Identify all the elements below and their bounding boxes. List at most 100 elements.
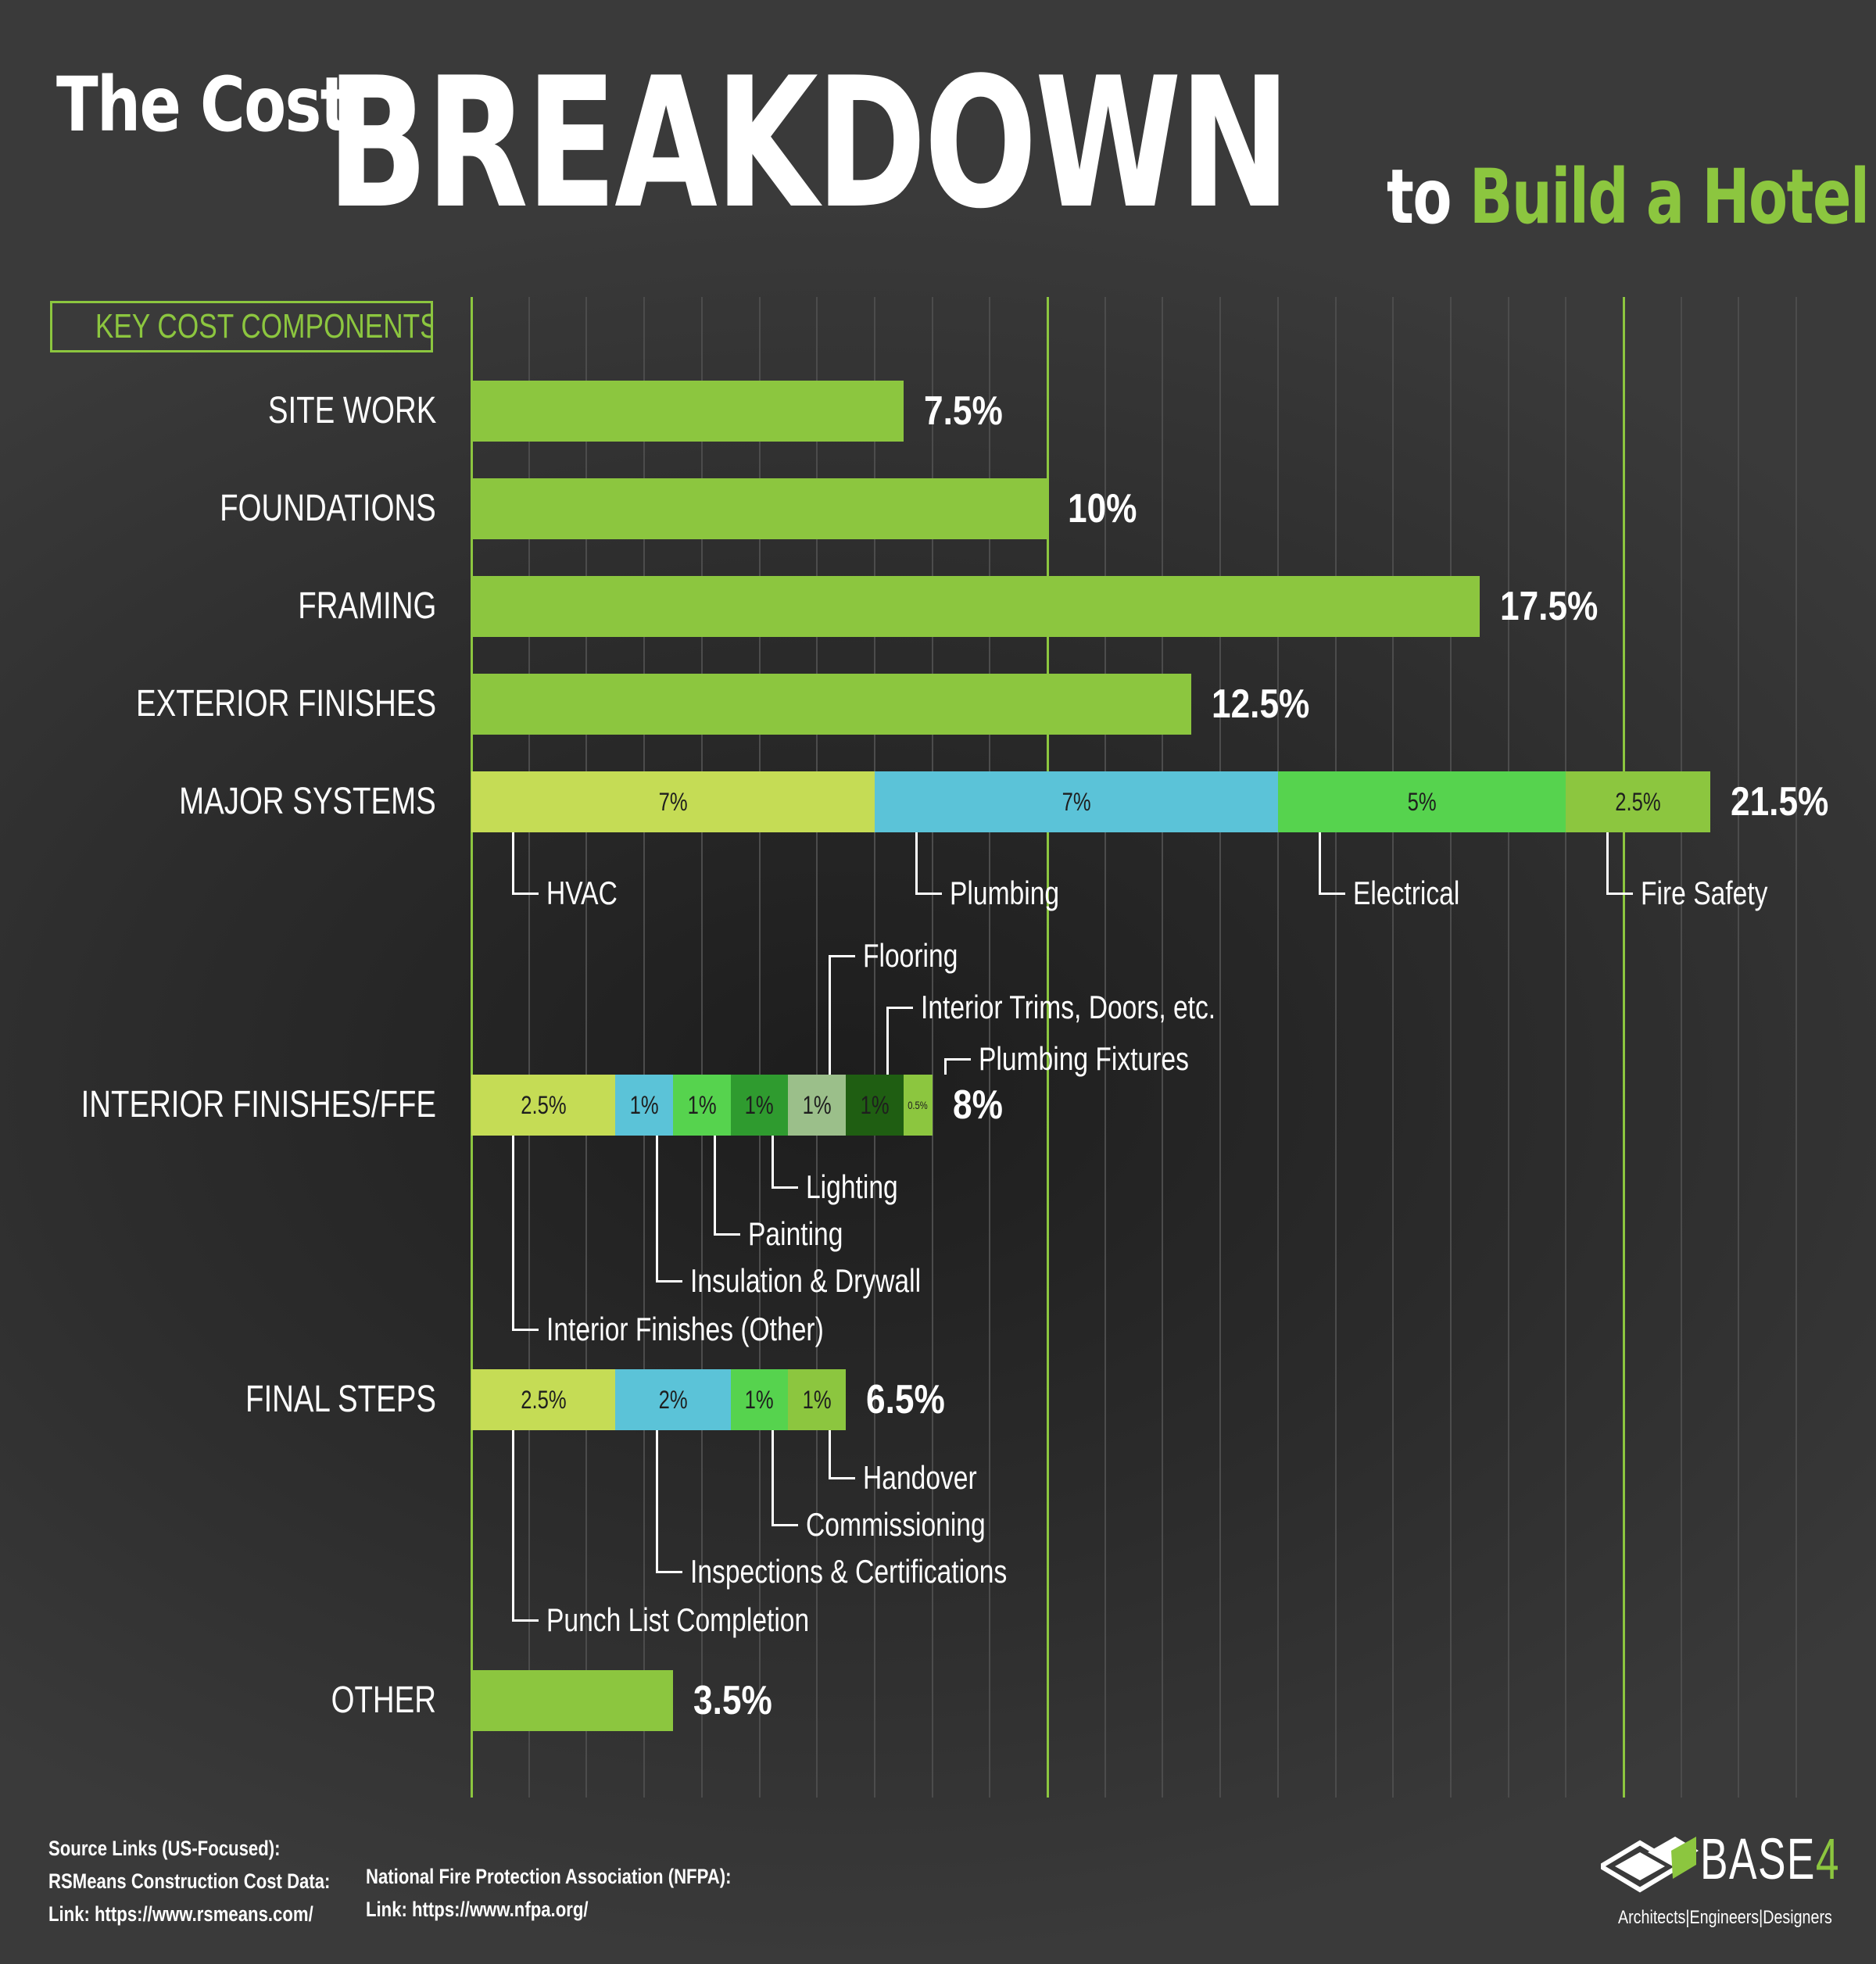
segment-value-label: 5% bbox=[1407, 788, 1437, 816]
segment-value-label: 2% bbox=[658, 1386, 688, 1414]
bar-segment: 1% bbox=[730, 1075, 789, 1136]
bar-segment: 2.5% bbox=[1566, 771, 1710, 832]
source-heading: Source Links (US-Focused): bbox=[48, 1837, 281, 1860]
leader-line bbox=[771, 1430, 774, 1525]
bar-segment: 1% bbox=[730, 1369, 789, 1430]
bar-segment: 5% bbox=[1277, 771, 1566, 832]
gridline bbox=[1162, 297, 1164, 1798]
logo-tagline: Architects|Engineers|Designers bbox=[1618, 1907, 1832, 1928]
bar bbox=[471, 576, 1480, 637]
leader-line bbox=[829, 955, 856, 957]
leader-line bbox=[915, 893, 942, 895]
bar-segment: 0.5% bbox=[903, 1075, 933, 1136]
gridline bbox=[1680, 297, 1682, 1798]
source1-link[interactable]: Link: https://www.rsmeans.com/ bbox=[48, 1902, 313, 1926]
bar-group: 7% 7% 5% 2.5% bbox=[471, 771, 1710, 832]
source2-link[interactable]: Link: https://www.nfpa.org/ bbox=[366, 1898, 589, 1921]
leader-line bbox=[656, 1280, 683, 1283]
gridline bbox=[873, 297, 875, 1798]
gridline bbox=[816, 297, 818, 1798]
subcategory-label: Interior Finishes (Other) bbox=[546, 1311, 824, 1347]
segment-value-label: 1% bbox=[802, 1386, 832, 1414]
leader-line bbox=[1606, 832, 1609, 893]
total-value-label: 7.5% bbox=[923, 388, 1003, 434]
total-value-label: 6.5% bbox=[866, 1377, 945, 1422]
title-pre: The Cost bbox=[56, 61, 349, 148]
subcategory-label: Interior Trims, Doors, etc. bbox=[921, 989, 1216, 1025]
leader-line bbox=[512, 1329, 539, 1331]
gridline-major bbox=[1047, 297, 1049, 1798]
title-main: BREAKDOWN bbox=[327, 40, 1291, 249]
gridline bbox=[1219, 297, 1222, 1798]
bar-segment: 2.5% bbox=[471, 1075, 616, 1136]
gridline bbox=[528, 297, 530, 1798]
subcategory-label: Punch List Completion bbox=[546, 1601, 810, 1638]
gridline bbox=[1507, 297, 1509, 1798]
leader-line bbox=[512, 893, 539, 895]
leader-line bbox=[771, 1186, 798, 1189]
subcategory-label: Insulation & Drywall bbox=[690, 1262, 922, 1299]
leader-line bbox=[713, 1136, 716, 1234]
bar-segment: 1% bbox=[672, 1075, 731, 1136]
bar-segment: 1% bbox=[788, 1075, 847, 1136]
gridline bbox=[1276, 297, 1279, 1798]
total-value-label: 17.5% bbox=[1499, 584, 1599, 629]
bar-segment: 2% bbox=[615, 1369, 731, 1430]
gridline bbox=[931, 297, 933, 1798]
base4-logo-icon bbox=[1601, 1837, 1699, 1893]
leader-line bbox=[1606, 893, 1634, 895]
title-accent: Build a Hotel bbox=[1469, 153, 1870, 241]
leader-line bbox=[656, 1571, 683, 1573]
bar-group bbox=[471, 674, 1192, 735]
bar bbox=[471, 1670, 673, 1731]
subcategory-label: Plumbing bbox=[949, 875, 1059, 911]
subcategory-label: Inspections & Certifications bbox=[690, 1553, 1008, 1590]
gridline bbox=[1449, 297, 1452, 1798]
category-label: INTERIOR FINISHES/FFE bbox=[81, 1084, 436, 1125]
segment-value-label: 1% bbox=[802, 1091, 832, 1119]
leader-line bbox=[656, 1430, 659, 1572]
bar-group: 2.5% 2% 1% 1% bbox=[471, 1369, 847, 1430]
bar-segment: 1% bbox=[788, 1369, 847, 1430]
title-post: to Build a Hotel bbox=[1387, 153, 1870, 241]
leader-line bbox=[943, 1059, 947, 1075]
gridline bbox=[1334, 297, 1337, 1798]
leader-line bbox=[656, 1136, 659, 1281]
logo-num: 4 bbox=[1815, 1826, 1840, 1891]
leader-line bbox=[829, 956, 832, 1075]
gridline bbox=[1392, 297, 1394, 1798]
subcategory-label: Plumbing Fixtures bbox=[978, 1040, 1189, 1077]
title-to: to bbox=[1387, 153, 1452, 241]
bar-group: 2.5% 1% 1% 1% 1% 1% 0.5% bbox=[471, 1075, 933, 1136]
segment-value-label: 7% bbox=[1062, 788, 1091, 816]
leader-line bbox=[1318, 893, 1345, 895]
leader-line bbox=[829, 1477, 856, 1479]
category-label: FRAMING bbox=[297, 585, 436, 627]
gridline bbox=[1565, 297, 1567, 1798]
total-value-label: 3.5% bbox=[693, 1678, 772, 1723]
segment-value-label: 0.5% bbox=[908, 1099, 928, 1111]
bar bbox=[471, 674, 1192, 735]
gridline bbox=[643, 297, 646, 1798]
category-label: FOUNDATIONS bbox=[220, 488, 436, 529]
leader-line bbox=[886, 1007, 890, 1075]
leader-line bbox=[771, 1136, 774, 1187]
bar-group bbox=[471, 1670, 673, 1731]
subcategory-label: Flooring bbox=[863, 937, 958, 974]
subcategory-label: Electrical bbox=[1352, 875, 1460, 911]
leader-line bbox=[943, 1058, 971, 1061]
segment-value-label: 1% bbox=[744, 1386, 774, 1414]
key-cost-components-label: KEY COST COMPONENTS bbox=[95, 307, 433, 345]
bar-segment: 7% bbox=[471, 771, 875, 832]
logo-text: BASE4 bbox=[1700, 1826, 1840, 1892]
category-label: OTHER bbox=[331, 1680, 436, 1721]
gridline bbox=[1104, 297, 1106, 1798]
segment-value-label: 1% bbox=[687, 1091, 717, 1119]
segment-value-label: 1% bbox=[744, 1091, 774, 1119]
gridline-major bbox=[1623, 297, 1625, 1798]
leader-line bbox=[512, 832, 514, 893]
leader-line bbox=[512, 1136, 514, 1329]
bar-segment: 1% bbox=[846, 1075, 904, 1136]
category-label: FINAL STEPS bbox=[245, 1379, 436, 1420]
leader-line bbox=[829, 1430, 832, 1478]
